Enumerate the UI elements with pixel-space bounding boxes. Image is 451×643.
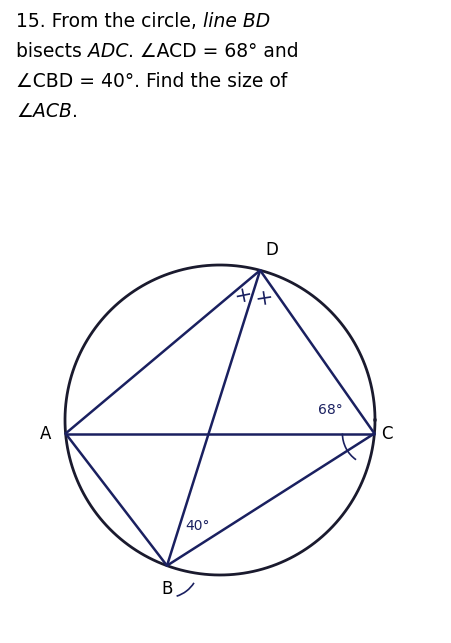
Text: ADC: ADC: [88, 42, 129, 61]
Text: A: A: [40, 424, 51, 442]
Text: line BD: line BD: [203, 12, 270, 31]
Text: bisects: bisects: [16, 42, 88, 61]
Text: 15. From the circle,: 15. From the circle,: [16, 12, 203, 31]
Text: 68°: 68°: [318, 403, 342, 417]
Text: B: B: [161, 579, 173, 597]
Text: ∠: ∠: [16, 102, 33, 121]
Text: C: C: [382, 424, 393, 442]
Text: D: D: [265, 241, 278, 259]
Text: .: .: [72, 102, 78, 121]
Text: ∠CBD = 40°. Find the size of: ∠CBD = 40°. Find the size of: [16, 72, 287, 91]
Text: . ∠ACD = 68° and: . ∠ACD = 68° and: [129, 42, 299, 61]
Text: ACB: ACB: [33, 102, 72, 121]
Text: 40°: 40°: [185, 519, 210, 533]
